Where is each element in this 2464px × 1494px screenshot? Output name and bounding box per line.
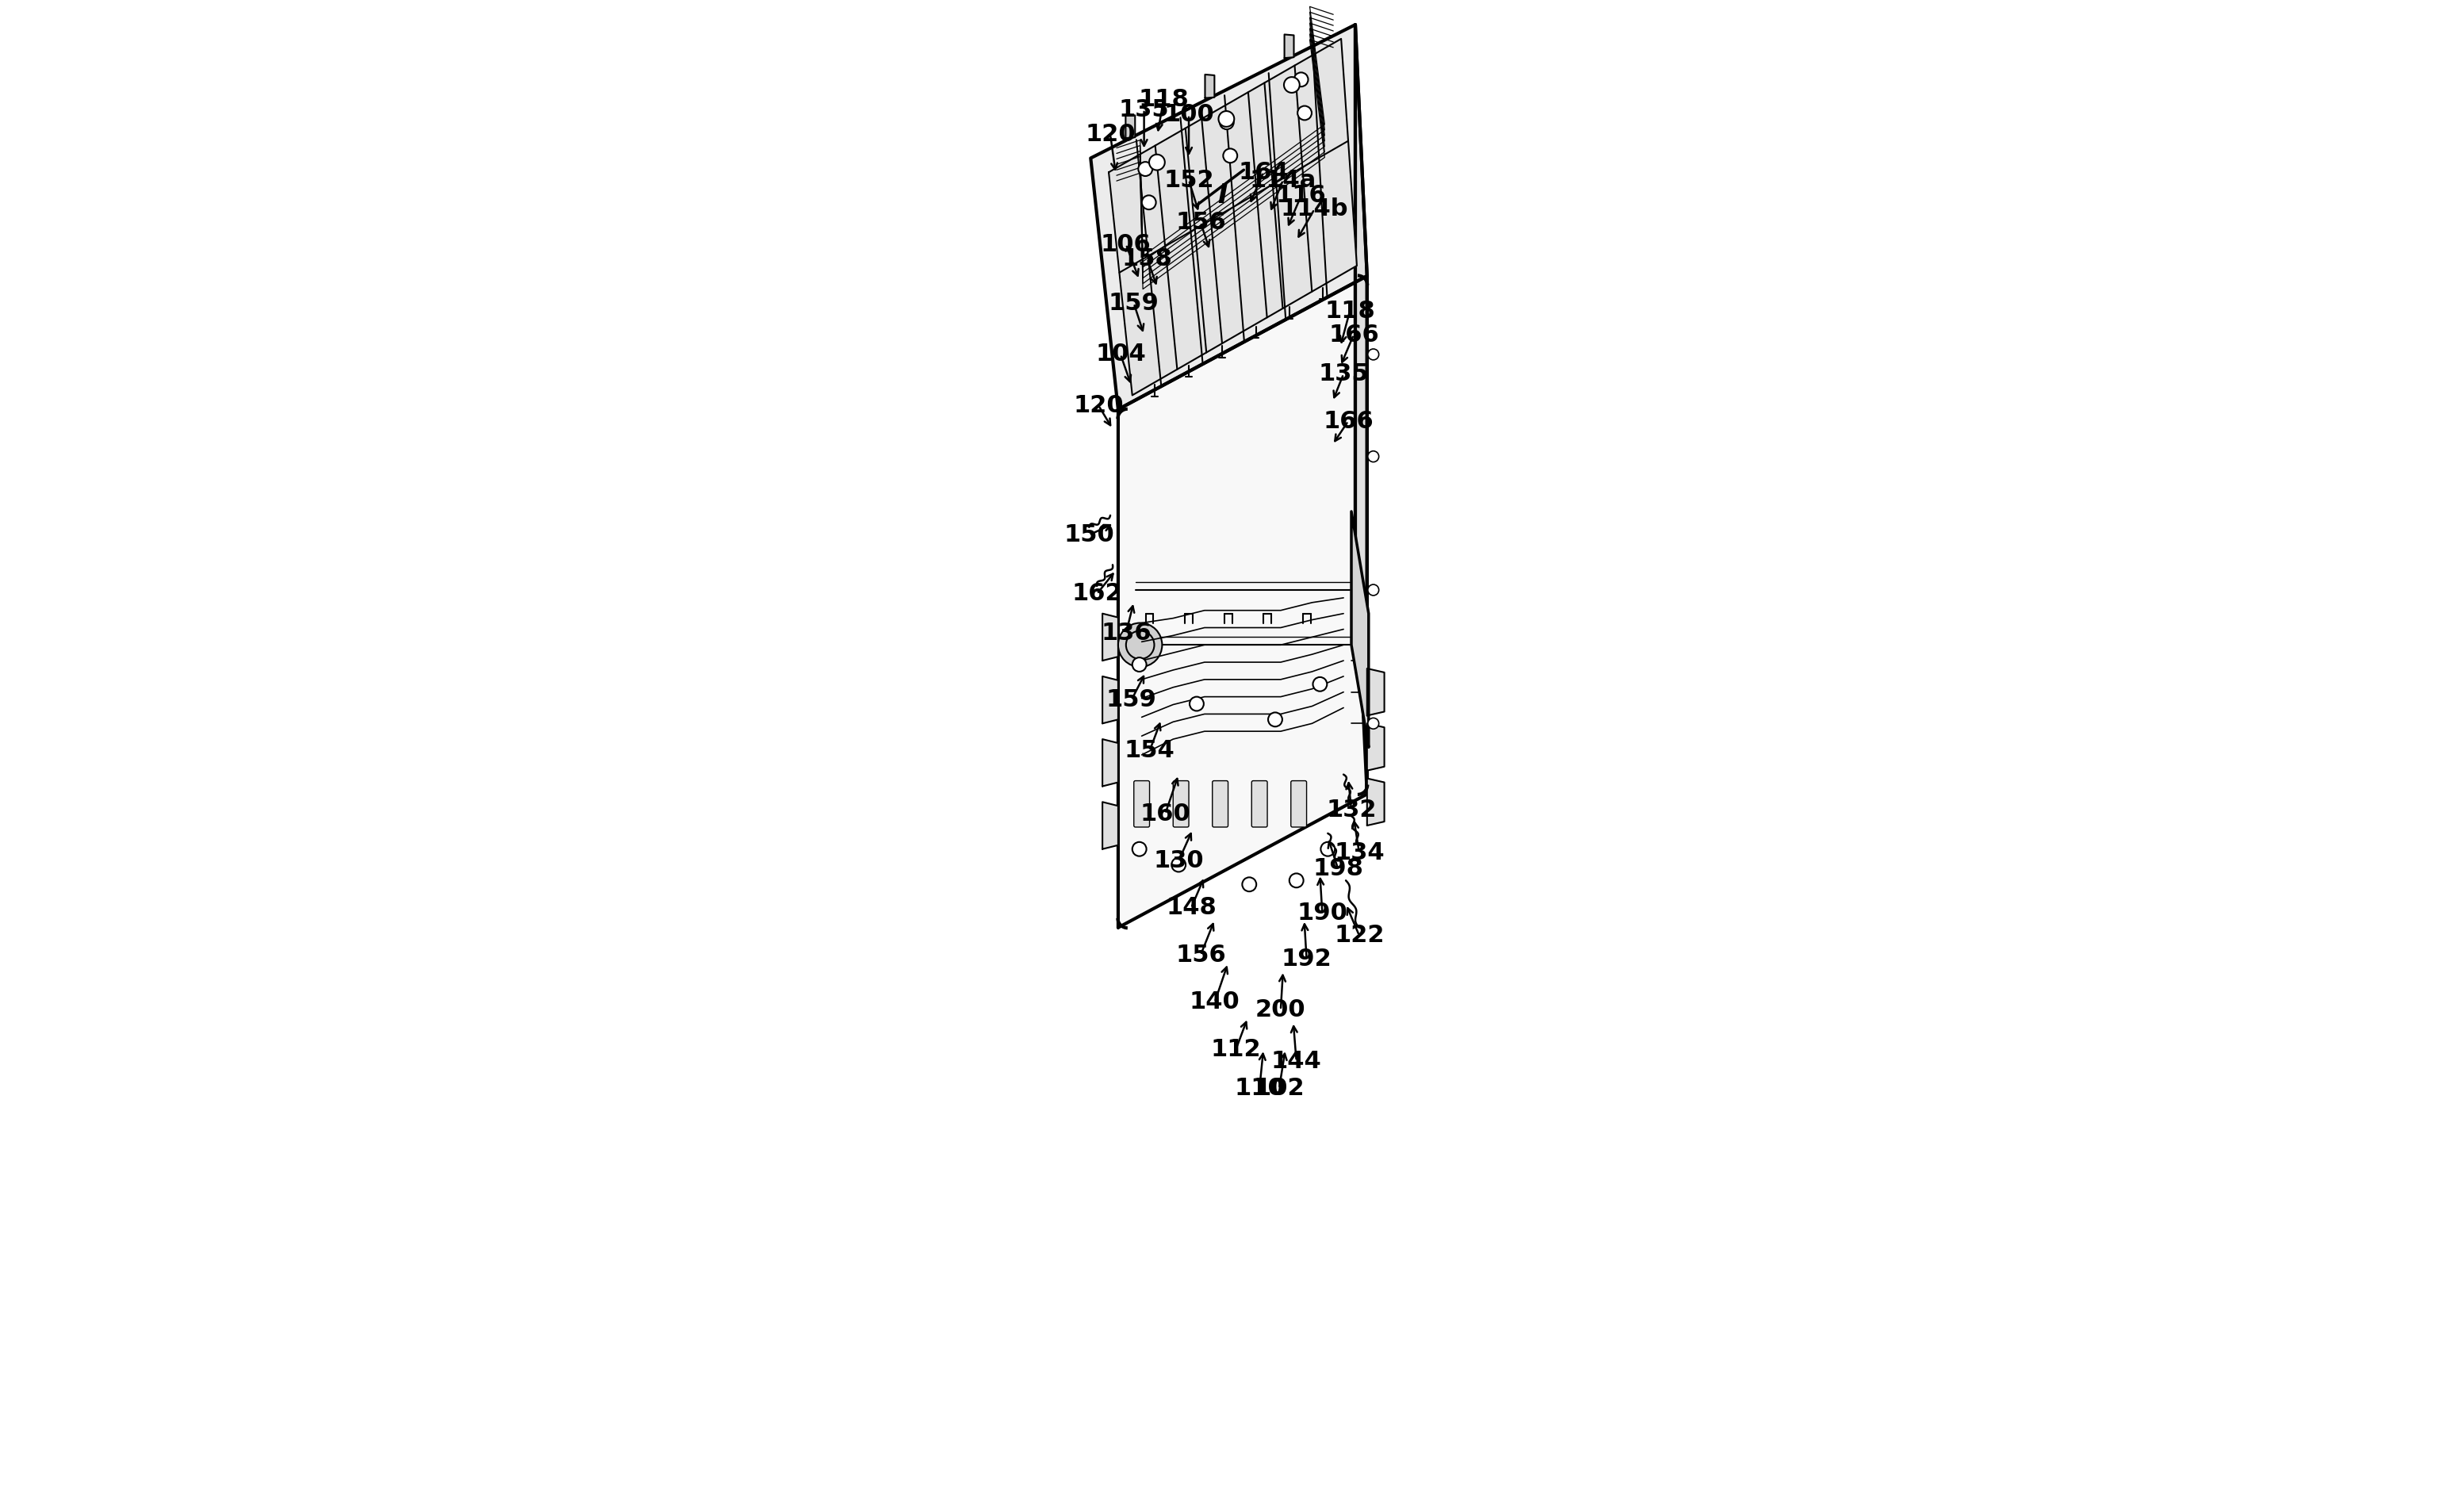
Polygon shape <box>1101 802 1119 849</box>
Text: 159: 159 <box>1106 689 1156 711</box>
Circle shape <box>1133 843 1146 856</box>
Circle shape <box>1299 106 1311 120</box>
Polygon shape <box>1350 511 1368 747</box>
Circle shape <box>1269 713 1281 726</box>
Text: 118: 118 <box>1138 88 1190 111</box>
FancyBboxPatch shape <box>1212 781 1227 828</box>
Circle shape <box>1141 196 1156 209</box>
Polygon shape <box>1368 668 1385 716</box>
Text: 200: 200 <box>1257 998 1306 1022</box>
Text: 106: 106 <box>1101 233 1151 255</box>
Text: 166: 166 <box>1323 409 1372 433</box>
Polygon shape <box>1101 677 1119 723</box>
Text: 102: 102 <box>1254 1077 1303 1100</box>
Text: 150: 150 <box>1064 523 1114 547</box>
Circle shape <box>1284 78 1299 93</box>
Polygon shape <box>1119 276 1368 928</box>
Text: 156: 156 <box>1175 944 1227 967</box>
Text: 122: 122 <box>1333 923 1385 947</box>
Text: 104: 104 <box>1094 344 1146 366</box>
Text: 116: 116 <box>1276 184 1326 208</box>
Text: 114b: 114b <box>1281 197 1348 221</box>
Circle shape <box>1289 874 1303 887</box>
FancyBboxPatch shape <box>1291 781 1306 828</box>
Polygon shape <box>1355 25 1368 795</box>
Text: 159: 159 <box>1109 291 1158 315</box>
Text: 198: 198 <box>1313 858 1363 880</box>
Text: 148: 148 <box>1165 896 1217 919</box>
Circle shape <box>1220 115 1234 130</box>
Text: 140: 140 <box>1190 991 1239 1013</box>
Text: 160: 160 <box>1141 802 1190 825</box>
Text: 100: 100 <box>1163 103 1215 127</box>
Text: 136: 136 <box>1101 622 1151 644</box>
Text: 154: 154 <box>1124 740 1175 762</box>
Text: 152: 152 <box>1163 169 1215 191</box>
Circle shape <box>1368 584 1380 596</box>
Circle shape <box>1368 350 1380 360</box>
Text: 110: 110 <box>1234 1077 1284 1100</box>
Text: 120: 120 <box>1084 123 1136 146</box>
FancyBboxPatch shape <box>1173 781 1188 828</box>
Circle shape <box>1222 148 1237 163</box>
Text: 144: 144 <box>1271 1050 1321 1073</box>
Polygon shape <box>1368 778 1385 826</box>
Text: 166: 166 <box>1328 323 1380 347</box>
Text: 156: 156 <box>1175 211 1227 235</box>
Circle shape <box>1138 161 1153 176</box>
Text: 192: 192 <box>1281 947 1333 971</box>
Text: 120: 120 <box>1074 394 1124 417</box>
Circle shape <box>1133 657 1146 672</box>
Circle shape <box>1294 73 1308 87</box>
Text: 164: 164 <box>1237 161 1289 184</box>
Polygon shape <box>1092 25 1368 409</box>
Polygon shape <box>1126 115 1136 137</box>
Polygon shape <box>1205 75 1215 99</box>
Polygon shape <box>1109 39 1358 396</box>
Text: 158: 158 <box>1121 247 1173 270</box>
Circle shape <box>1368 451 1380 462</box>
Polygon shape <box>1101 614 1119 660</box>
Polygon shape <box>1284 34 1294 58</box>
Text: 132: 132 <box>1326 798 1377 822</box>
Text: 162: 162 <box>1072 583 1121 605</box>
Text: 190: 190 <box>1296 902 1348 925</box>
Polygon shape <box>1101 740 1119 786</box>
Text: 135: 135 <box>1119 99 1170 121</box>
Circle shape <box>1148 154 1165 170</box>
Text: 135: 135 <box>1318 363 1368 385</box>
Text: 134: 134 <box>1333 841 1385 865</box>
Text: 130: 130 <box>1153 850 1205 872</box>
Text: I: I <box>1217 182 1227 209</box>
FancyBboxPatch shape <box>1133 781 1151 828</box>
Circle shape <box>1190 696 1205 711</box>
Circle shape <box>1119 623 1163 666</box>
Text: 118: 118 <box>1326 300 1375 323</box>
Circle shape <box>1220 111 1234 127</box>
Circle shape <box>1321 843 1335 856</box>
Circle shape <box>1368 719 1380 729</box>
Text: 114a: 114a <box>1249 169 1316 191</box>
Circle shape <box>1242 877 1257 892</box>
Text: 112: 112 <box>1210 1038 1262 1061</box>
Polygon shape <box>1368 723 1385 771</box>
Circle shape <box>1170 858 1185 872</box>
Circle shape <box>1313 677 1328 692</box>
FancyBboxPatch shape <box>1252 781 1266 828</box>
